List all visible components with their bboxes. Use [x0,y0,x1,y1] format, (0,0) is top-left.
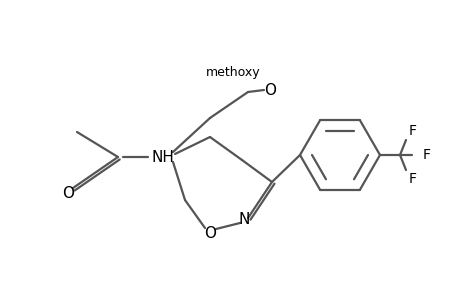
Text: F: F [408,172,416,186]
Text: O: O [62,185,74,200]
Text: F: F [408,124,416,138]
Text: O: O [263,82,275,98]
Text: N: N [238,212,249,226]
Text: F: F [422,148,430,162]
Text: O: O [203,226,216,241]
Text: NH: NH [151,149,174,164]
Text: methoxy: methoxy [205,65,260,79]
